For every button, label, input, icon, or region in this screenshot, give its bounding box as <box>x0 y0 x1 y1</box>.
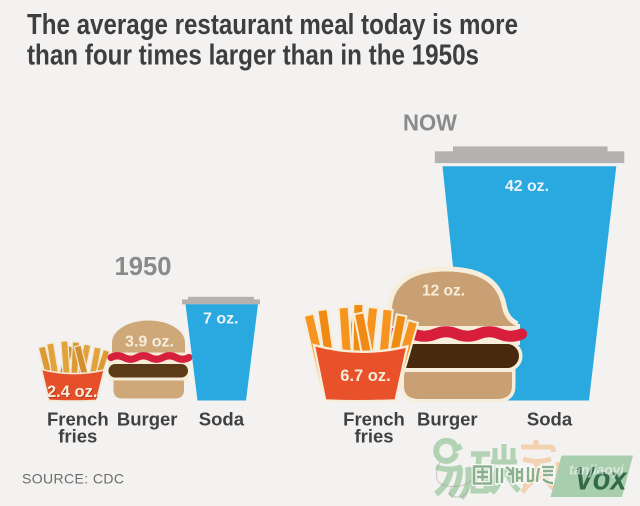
svg-text:3.9 oz.: 3.9 oz. <box>125 334 174 351</box>
svg-text:fries: fries <box>58 426 97 447</box>
svg-text:tanjiaoyi: tanjiaoyi <box>569 463 624 478</box>
svg-text:Soda: Soda <box>527 409 573 430</box>
svg-text:1950: 1950 <box>115 251 172 281</box>
svg-text:12 oz.: 12 oz. <box>422 283 465 300</box>
svg-text:Vox: Vox <box>575 461 628 497</box>
svg-text:French: French <box>343 409 405 430</box>
svg-text:The average restaurant meal to: The average restaurant meal today is mor… <box>27 9 518 41</box>
svg-text:French: French <box>47 409 109 430</box>
svg-text:SOURCE: CDC: SOURCE: CDC <box>22 471 124 487</box>
svg-text:Soda: Soda <box>199 409 245 430</box>
svg-text:2.4 oz.: 2.4 oz. <box>48 384 98 402</box>
svg-text:than four times larger than in: than four times larger than in the 1950s <box>27 40 479 72</box>
svg-text:NOW: NOW <box>403 110 457 136</box>
svg-text:7 oz.: 7 oz. <box>203 311 239 328</box>
svg-text:6.7 oz.: 6.7 oz. <box>340 367 390 385</box>
svg-text:Burger: Burger <box>417 409 478 430</box>
svg-text:fries: fries <box>354 426 393 447</box>
svg-text:42 oz.: 42 oz. <box>505 178 549 195</box>
svg-text:2.4 oz.: 2.4 oz. <box>47 383 97 401</box>
svg-text:Burger: Burger <box>117 409 178 430</box>
